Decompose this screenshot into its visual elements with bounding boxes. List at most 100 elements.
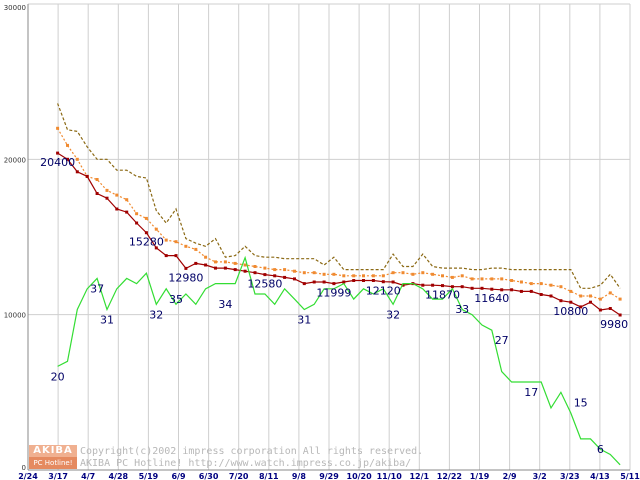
logo-top-text: AKIBA: [29, 445, 77, 457]
data-point-average: [293, 269, 296, 273]
x-tick-label: 2/9: [503, 472, 517, 480]
data-point-low: [243, 269, 247, 273]
data-point-low: [233, 268, 237, 272]
data-point-low: [154, 246, 158, 250]
x-tick-label: 4/28: [108, 472, 128, 480]
x-tick-label: 12/22: [437, 472, 462, 480]
data-label: 31: [297, 314, 311, 327]
data-label: 9980: [600, 318, 628, 331]
data-point-average: [164, 238, 168, 242]
data-label: 15280: [129, 236, 164, 249]
series-line-high: [57, 103, 621, 289]
data-point-low: [490, 287, 494, 291]
data-point-average: [421, 271, 425, 275]
data-point-average: [283, 268, 287, 272]
data-point-low: [263, 273, 267, 277]
data-point-low: [125, 210, 129, 214]
data-point-low: [144, 231, 148, 235]
y-tick-label: 20000: [4, 156, 26, 164]
data-point-average: [411, 272, 415, 276]
data-point-average: [569, 289, 573, 293]
data-point-average: [95, 178, 99, 181]
data-label: 6: [597, 443, 604, 456]
data-point-low: [66, 157, 69, 161]
data-label: 31: [100, 314, 114, 327]
data-point-low: [569, 300, 573, 304]
data-point-low: [500, 288, 504, 292]
data-point-average: [194, 247, 198, 251]
akiba-logo: AKIBA PC Hotline!: [29, 445, 77, 469]
data-point-average: [470, 277, 474, 281]
data-point-low: [598, 308, 602, 312]
data-point-low: [539, 293, 543, 296]
data-label: 34: [218, 298, 232, 311]
data-point-average: [144, 216, 148, 220]
data-point-low: [322, 280, 326, 284]
data-point-average: [125, 198, 129, 202]
data-point-low: [253, 271, 257, 275]
data-point-average: [510, 279, 514, 282]
data-point-average: [490, 277, 494, 281]
x-tick-label: 10/20: [347, 472, 373, 480]
series-average: [56, 126, 622, 301]
x-tick-label: 6/9: [171, 472, 185, 480]
data-label: 32: [386, 308, 400, 321]
data-point-average: [174, 240, 178, 244]
series-shops: [57, 255, 621, 466]
data-point-average: [362, 274, 365, 278]
x-tick-label: 5/11: [620, 472, 640, 480]
data-point-average: [154, 227, 158, 231]
y-tick-label: 10000: [4, 312, 26, 320]
copyright-text: Copyright(c)2002 impress corporation All…: [80, 446, 424, 457]
chart-data-labels: 20400 15280 12980 12580 11999 12120 11870 11640…: [40, 156, 628, 456]
data-point-average: [480, 277, 484, 281]
data-point-low: [391, 280, 395, 284]
data-point-low: [95, 192, 99, 195]
data-point-average: [441, 274, 444, 278]
data-point-low: [421, 283, 425, 287]
data-point-low: [431, 283, 435, 287]
data-point-low: [283, 275, 287, 279]
data-point-low: [214, 266, 217, 270]
x-tick-label: 6/30: [199, 472, 219, 480]
data-label: 11999: [316, 287, 351, 300]
data-point-low: [549, 294, 553, 298]
data-label: 37: [90, 282, 104, 295]
series-high: [57, 103, 621, 289]
data-point-average: [223, 260, 227, 264]
data-point-average: [371, 274, 375, 278]
chart-ticks: 2/24 3/17 4/7 4/28 5/19 6/9 6/30 7/20 8/11 9/8 9/2…: [4, 4, 640, 480]
data-point-low: [164, 254, 168, 258]
data-point-average: [519, 280, 523, 284]
y-tick-label: 0: [22, 464, 26, 472]
data-point-low: [450, 285, 454, 289]
data-label: 27: [495, 334, 509, 347]
data-point-average: [332, 272, 336, 276]
x-tick-label: 4/7: [81, 472, 95, 480]
data-point-low: [184, 266, 188, 270]
data-point-average: [75, 157, 79, 161]
data-point-low: [174, 254, 178, 258]
x-tick-label: 3/17: [48, 472, 68, 480]
data-point-low: [105, 196, 109, 200]
x-tick-label: 2/24: [18, 472, 38, 480]
data-point-average: [618, 297, 622, 301]
data-point-low: [312, 280, 316, 284]
data-point-low: [401, 283, 405, 287]
data-point-low: [342, 280, 346, 284]
x-tick-label: 9/29: [319, 472, 339, 480]
series-line-low: [57, 152, 621, 316]
data-label: 10800: [553, 305, 588, 318]
data-point-low: [352, 279, 356, 282]
data-point-low: [371, 279, 375, 282]
logo-bottom-text: PC Hotline!: [29, 457, 77, 469]
data-label: 11870: [425, 289, 460, 302]
data-point-low: [362, 279, 365, 282]
data-point-average: [273, 268, 277, 272]
data-point-low: [56, 151, 60, 155]
data-label: 12580: [247, 278, 282, 291]
data-point-low: [223, 266, 227, 270]
data-point-average: [352, 274, 356, 278]
data-point-average: [243, 263, 247, 267]
